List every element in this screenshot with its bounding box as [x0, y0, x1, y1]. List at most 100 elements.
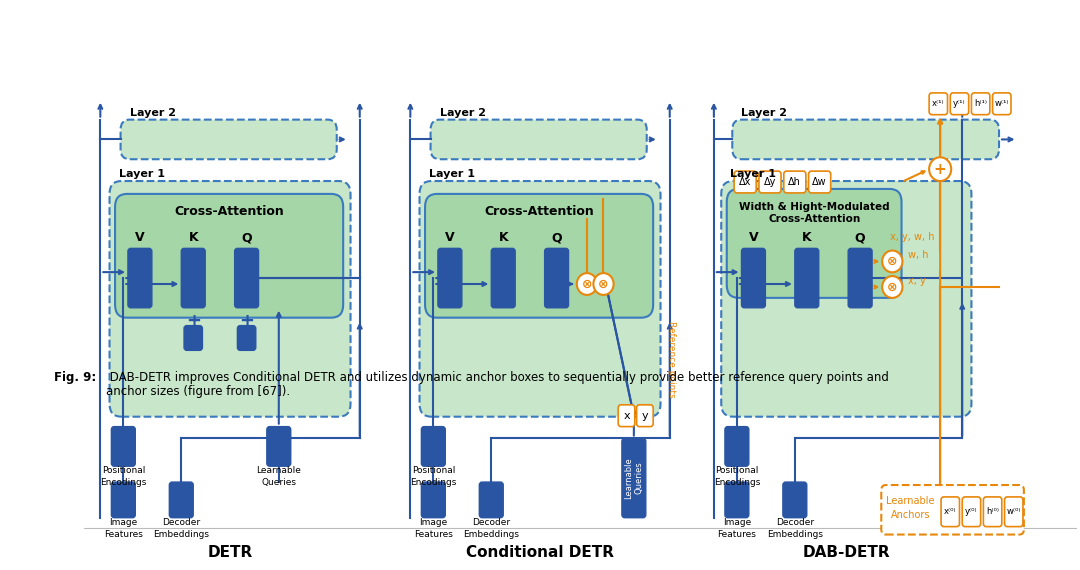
Text: Layer 1: Layer 1: [119, 169, 165, 179]
FancyBboxPatch shape: [929, 93, 947, 115]
Text: Encodings: Encodings: [100, 478, 147, 487]
Text: Width & Hight-Modulated
Cross-Attention: Width & Hight-Modulated Cross-Attention: [739, 202, 890, 223]
Text: y⁽¹⁾: y⁽¹⁾: [954, 99, 966, 108]
Text: Layer 2: Layer 2: [742, 108, 787, 117]
Text: Layer 2: Layer 2: [130, 108, 176, 117]
FancyBboxPatch shape: [725, 482, 748, 518]
Text: Learnable: Learnable: [887, 496, 935, 506]
FancyBboxPatch shape: [783, 482, 807, 518]
Text: x, y, w, h: x, y, w, h: [891, 231, 935, 242]
Text: Q: Q: [551, 231, 562, 245]
Text: K: K: [802, 231, 811, 245]
FancyBboxPatch shape: [127, 249, 152, 308]
FancyBboxPatch shape: [759, 171, 781, 193]
Text: V: V: [748, 231, 758, 245]
FancyBboxPatch shape: [121, 120, 337, 159]
Text: Queries: Queries: [261, 478, 296, 487]
Text: Q: Q: [241, 231, 252, 245]
Text: Encodings: Encodings: [714, 478, 760, 487]
Text: x: x: [623, 411, 630, 421]
Text: Anchors: Anchors: [891, 510, 931, 520]
FancyBboxPatch shape: [809, 171, 831, 193]
FancyBboxPatch shape: [848, 249, 872, 308]
FancyBboxPatch shape: [971, 93, 990, 115]
Text: Fig. 9:: Fig. 9:: [54, 370, 96, 384]
FancyBboxPatch shape: [421, 426, 445, 466]
Text: Learnable: Learnable: [256, 466, 301, 475]
FancyBboxPatch shape: [795, 249, 819, 308]
Text: Embeddings: Embeddings: [767, 530, 823, 539]
Text: Δw: Δw: [812, 177, 827, 187]
FancyBboxPatch shape: [622, 438, 646, 518]
FancyBboxPatch shape: [950, 93, 969, 115]
Text: h⁽⁰⁾: h⁽⁰⁾: [986, 507, 999, 516]
FancyBboxPatch shape: [267, 426, 291, 466]
FancyBboxPatch shape: [111, 482, 135, 518]
Text: Cross-Attention: Cross-Attention: [174, 205, 284, 218]
Text: x, y: x, y: [908, 276, 926, 286]
Circle shape: [882, 251, 903, 272]
FancyBboxPatch shape: [431, 120, 647, 159]
Text: V: V: [445, 231, 455, 245]
Circle shape: [929, 157, 951, 181]
Text: Q: Q: [855, 231, 865, 245]
Text: Δx: Δx: [739, 177, 752, 187]
FancyBboxPatch shape: [732, 120, 999, 159]
Text: Positional: Positional: [102, 466, 145, 475]
Text: K: K: [188, 231, 198, 245]
Text: Positional: Positional: [411, 466, 455, 475]
Text: ⊗: ⊗: [887, 255, 897, 268]
Text: Features: Features: [717, 530, 756, 539]
Text: +: +: [934, 162, 946, 177]
FancyBboxPatch shape: [618, 405, 635, 426]
Text: Embeddings: Embeddings: [153, 530, 210, 539]
Text: Learnable
Queries: Learnable Queries: [624, 457, 644, 499]
FancyBboxPatch shape: [993, 93, 1011, 115]
FancyBboxPatch shape: [721, 181, 971, 417]
FancyBboxPatch shape: [636, 405, 653, 426]
FancyBboxPatch shape: [727, 189, 902, 298]
Text: Δy: Δy: [764, 177, 777, 187]
Text: Image: Image: [723, 518, 751, 527]
FancyBboxPatch shape: [184, 325, 202, 351]
Text: Decoder: Decoder: [775, 518, 814, 527]
Circle shape: [882, 276, 903, 298]
FancyBboxPatch shape: [742, 249, 766, 308]
Text: Δh: Δh: [788, 177, 801, 187]
FancyBboxPatch shape: [1004, 497, 1023, 527]
Text: y: y: [642, 411, 648, 421]
FancyBboxPatch shape: [734, 171, 756, 193]
Text: y⁽⁰⁾: y⁽⁰⁾: [966, 507, 977, 516]
Text: +: +: [186, 312, 201, 329]
Text: Layer 1: Layer 1: [429, 169, 475, 179]
Circle shape: [577, 273, 597, 295]
Text: ⊗: ⊗: [887, 280, 897, 294]
Text: Encodings: Encodings: [410, 478, 457, 487]
Text: w, h: w, h: [908, 250, 929, 260]
FancyBboxPatch shape: [480, 482, 503, 518]
Text: DAB-DETR: DAB-DETR: [802, 545, 890, 560]
FancyBboxPatch shape: [421, 482, 445, 518]
FancyBboxPatch shape: [962, 497, 981, 527]
Text: Features: Features: [414, 530, 453, 539]
FancyBboxPatch shape: [491, 249, 515, 308]
Text: DAB-DETR improves Conditional DETR and utilizes dynamic anchor boxes to sequenti: DAB-DETR improves Conditional DETR and u…: [106, 370, 889, 398]
FancyBboxPatch shape: [941, 497, 959, 527]
FancyBboxPatch shape: [881, 485, 1024, 535]
Text: Reference points: Reference points: [667, 321, 676, 398]
FancyBboxPatch shape: [181, 249, 205, 308]
Text: w⁽¹⁾: w⁽¹⁾: [995, 99, 1009, 108]
Text: K: K: [498, 231, 508, 245]
FancyBboxPatch shape: [170, 482, 193, 518]
Text: h⁽¹⁾: h⁽¹⁾: [974, 99, 987, 108]
Text: x⁽¹⁾: x⁽¹⁾: [932, 99, 945, 108]
FancyBboxPatch shape: [784, 171, 806, 193]
FancyBboxPatch shape: [437, 249, 462, 308]
Text: ⊗: ⊗: [598, 278, 609, 291]
FancyBboxPatch shape: [725, 426, 748, 466]
FancyBboxPatch shape: [109, 181, 351, 417]
Text: Embeddings: Embeddings: [463, 530, 519, 539]
FancyBboxPatch shape: [419, 181, 661, 417]
Text: Layer 2: Layer 2: [440, 108, 486, 117]
FancyBboxPatch shape: [111, 426, 135, 466]
